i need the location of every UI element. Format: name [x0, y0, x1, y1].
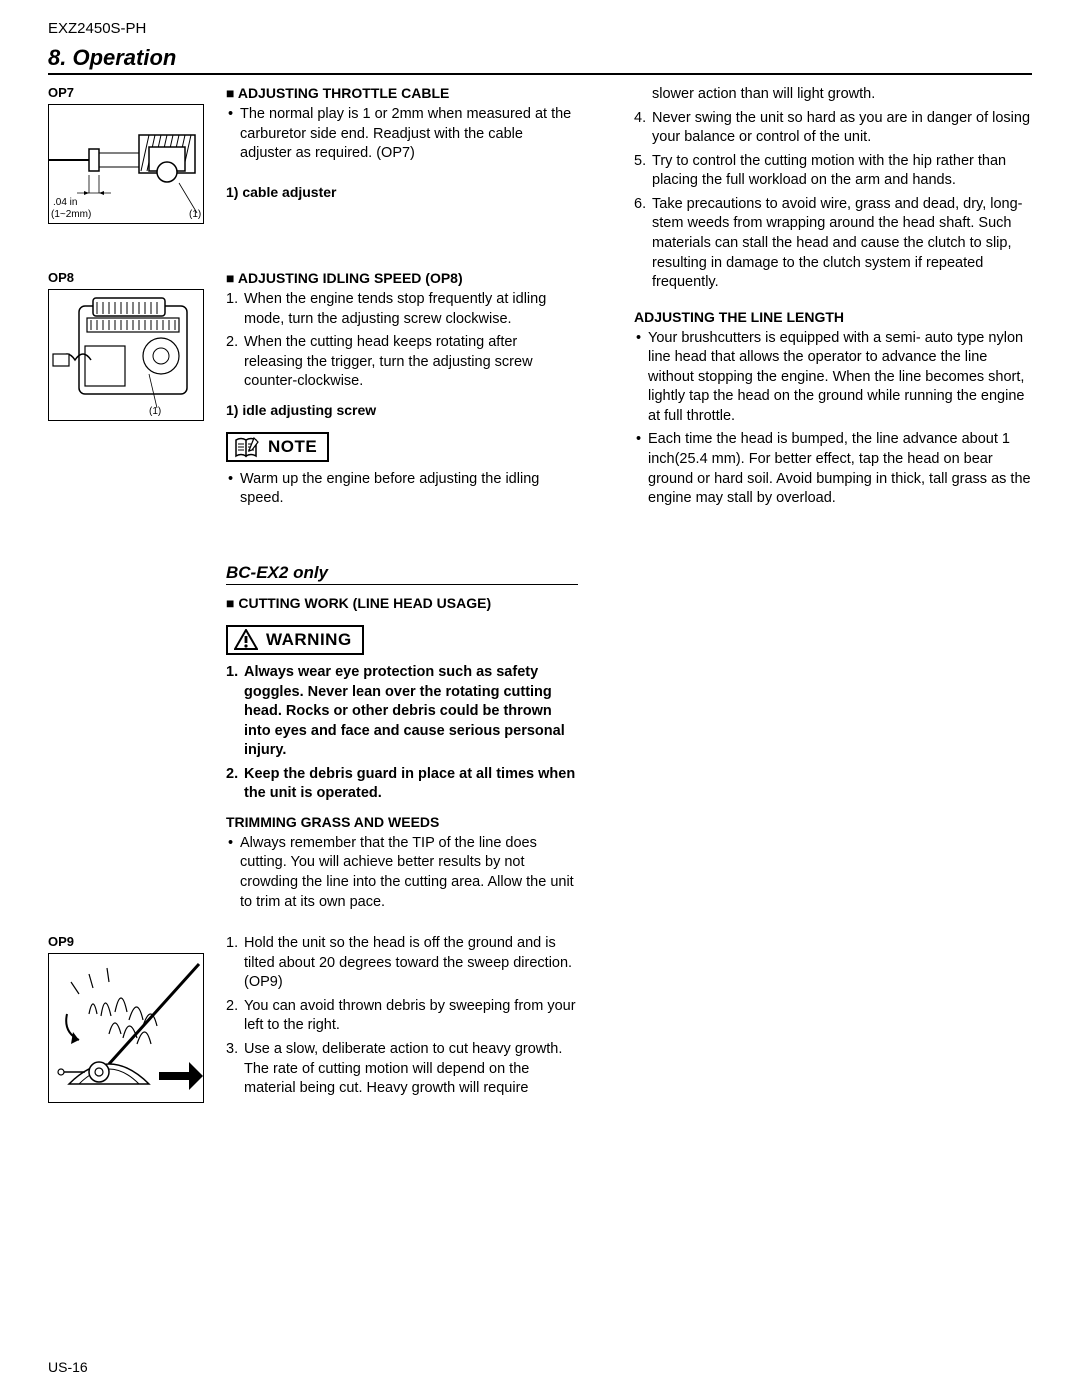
bcex2-row: BC-EX2 only CUTTING WORK (LINE HEAD USAG…: [48, 525, 578, 916]
trimming-bullet: Always remember that the TIP of the line…: [226, 834, 578, 912]
op7-row: OP7: [48, 85, 578, 224]
op7-illustration: .04 in (1~2mm) (1): [48, 104, 204, 224]
page: EXZ2450S-PH 8. Operation OP7: [0, 0, 1080, 1397]
continuation-text: slower action than will light growth.: [634, 85, 1032, 105]
op9-label: OP9: [48, 934, 214, 949]
throttle-heading: ADJUSTING THROTTLE CABLE: [226, 85, 578, 101]
trim-step-2: 2.You can avoid thrown debris by sweepin…: [226, 997, 578, 1036]
line-bullet-1: Your brushcutters is equipped with a sem…: [634, 329, 1032, 427]
manual-icon: [234, 436, 260, 458]
note-callout: NOTE: [226, 432, 329, 462]
op8-illus-col: OP8: [48, 248, 214, 513]
right-step-6: 6.Take precautions to avoid wire, grass …: [634, 195, 1032, 293]
cutting-heading: CUTTING WORK (LINE HEAD USAGE): [226, 595, 578, 611]
right-step-5: 5.Try to control the cutting motion with…: [634, 152, 1032, 191]
line-bullet-2: Each time the head is bumped, the line a…: [634, 430, 1032, 508]
bcex2-spacer: [48, 525, 214, 916]
trim-step-3: 3.Use a slow, deliberate action to cut h…: [226, 1040, 578, 1099]
op7-ref-1: (1): [189, 209, 201, 220]
op9-row: OP9: [48, 934, 578, 1103]
throttle-bullet: The normal play is 1 or 2mm when measure…: [226, 105, 578, 164]
warning-label: WARNING: [266, 630, 352, 650]
section-title: 8. Operation: [48, 45, 1032, 75]
model-number: EXZ2450S-PH: [48, 20, 1032, 37]
op8-label: OP8: [48, 270, 214, 285]
op8-row: OP8: [48, 248, 578, 513]
idling-step-2: 2.When the cutting head keeps rotating a…: [226, 333, 578, 392]
op7-dim-in: .04 in: [53, 197, 77, 208]
op8-ref-1: (1): [149, 406, 161, 417]
bcex2-text: BC-EX2 only CUTTING WORK (LINE HEAD USAG…: [226, 525, 578, 916]
warning-1: 1.Always wear eye protection such as saf…: [226, 663, 578, 761]
line-length-heading: ADJUSTING THE LINE LENGTH: [634, 309, 1032, 325]
cable-adjuster-label: 1) cable adjuster: [226, 184, 578, 200]
throttle-text: ADJUSTING THROTTLE CABLE The normal play…: [226, 85, 578, 224]
op7-label: OP7: [48, 85, 214, 100]
op7-illus-col: OP7: [48, 85, 214, 224]
left-column: OP7: [48, 85, 578, 1103]
op9-illus-col: OP9: [48, 934, 214, 1103]
warning-2: 2.Keep the debris guard in place at all …: [226, 765, 578, 804]
warning-icon: [234, 629, 258, 651]
content-columns: OP7: [48, 85, 1032, 1103]
idling-text: ADJUSTING IDLING SPEED (OP8) 1.When the …: [226, 248, 578, 513]
page-number: US-16: [48, 1359, 88, 1375]
op9-illustration: [48, 953, 204, 1103]
trim-step-1: 1.Hold the unit so the head is off the g…: [226, 934, 578, 993]
trimming-heading: TRIMMING GRASS AND WEEDS: [226, 814, 578, 830]
bcex2-heading: BC-EX2 only: [226, 563, 578, 585]
warning-callout: WARNING: [226, 625, 364, 655]
idle-screw-label: 1) idle adjusting screw: [226, 402, 578, 418]
op7-dim-mm: (1~2mm): [51, 209, 91, 220]
note-bullet: Warm up the engine before adjusting the …: [226, 470, 578, 509]
right-column: slower action than will light growth. 4.…: [634, 85, 1032, 1103]
idling-heading: ADJUSTING IDLING SPEED (OP8): [226, 270, 578, 286]
op9-text: 1.Hold the unit so the head is off the g…: [226, 934, 578, 1103]
idling-step-1: 1.When the engine tends stop frequently …: [226, 290, 578, 329]
op8-illustration: (1): [48, 289, 204, 421]
note-label: NOTE: [268, 437, 317, 457]
right-step-4: 4.Never swing the unit so hard as you ar…: [634, 109, 1032, 148]
